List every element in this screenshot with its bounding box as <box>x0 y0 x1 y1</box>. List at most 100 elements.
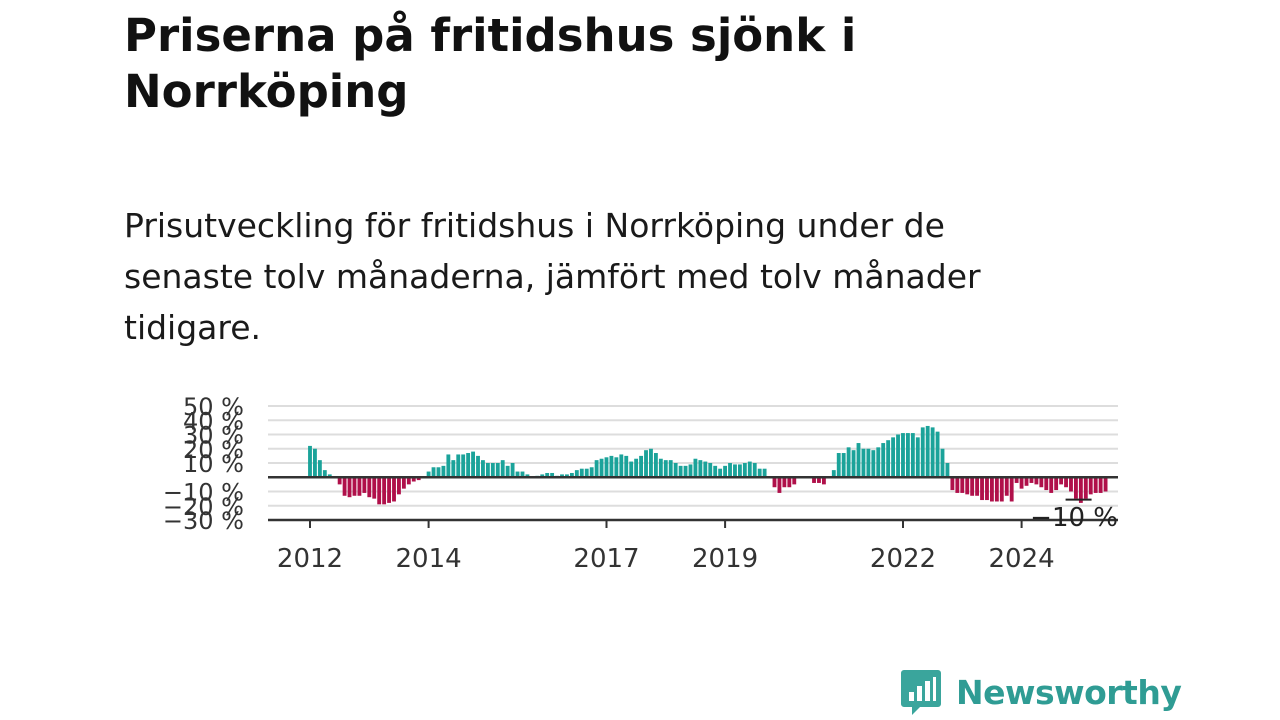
bar <box>970 477 975 496</box>
bar <box>545 472 550 478</box>
bar <box>446 454 451 478</box>
page-title: Priserna på fritidshus sjönk i Norrköpin… <box>124 9 857 118</box>
brand-name: Newsworthy <box>956 672 1182 712</box>
bar <box>619 454 624 478</box>
bar <box>980 477 984 501</box>
bar <box>614 457 619 478</box>
bar <box>441 465 446 478</box>
bar <box>1049 477 1054 493</box>
bar <box>910 433 915 478</box>
y-tick-label: 20 % <box>183 436 244 464</box>
bar <box>861 448 866 478</box>
bar <box>495 463 500 478</box>
bar <box>718 468 723 478</box>
bar <box>915 437 920 478</box>
axes <box>268 476 1118 528</box>
y-tick-label: −10 % <box>163 479 244 507</box>
bar <box>397 477 401 495</box>
bar <box>372 477 377 499</box>
bar <box>1004 477 1009 496</box>
bar <box>1093 477 1098 493</box>
bar <box>955 477 960 493</box>
bar <box>634 458 639 478</box>
bar <box>737 464 742 478</box>
bar <box>1044 477 1049 491</box>
bar <box>1083 477 1088 499</box>
bar <box>569 472 574 478</box>
bar <box>693 458 698 478</box>
bar <box>317 460 322 478</box>
bar <box>856 443 861 478</box>
bar <box>1029 477 1034 483</box>
bar <box>1009 477 1014 502</box>
bar <box>574 470 579 478</box>
chart-subtitle: Prisutveckling för fritidshus i Norrköpi… <box>124 206 981 347</box>
bar <box>1014 477 1019 483</box>
bar <box>668 460 673 478</box>
bar <box>401 477 406 489</box>
bar <box>1054 477 1059 491</box>
bar <box>975 477 980 496</box>
bar <box>777 477 782 493</box>
bar <box>347 477 352 498</box>
bar <box>342 477 347 496</box>
bar <box>683 465 688 478</box>
bar <box>481 460 485 478</box>
bar <box>787 477 792 488</box>
bar <box>520 471 525 478</box>
newsworthy-logo-icon <box>901 670 941 715</box>
bar <box>594 460 599 478</box>
bar <box>416 477 421 481</box>
bar <box>461 454 466 478</box>
bar <box>392 477 396 502</box>
bar <box>313 448 317 478</box>
bar <box>308 445 312 478</box>
bar <box>411 477 416 482</box>
bar <box>950 477 955 491</box>
bar <box>604 457 609 478</box>
bar <box>891 437 896 478</box>
bar <box>1024 477 1029 486</box>
x-tick-label: 2014 <box>396 544 462 574</box>
bar <box>357 477 362 496</box>
bar <box>935 431 940 478</box>
bar <box>965 477 970 495</box>
bar <box>327 474 332 478</box>
bar <box>377 477 382 505</box>
x-tick-label: 2012 <box>277 544 343 574</box>
bar <box>322 470 327 478</box>
bar <box>466 453 471 478</box>
bar <box>698 460 703 478</box>
bar <box>985 477 989 501</box>
bar <box>792 477 797 485</box>
y-tick-label: 10 % <box>183 450 244 478</box>
bar <box>436 467 441 478</box>
bar <box>352 477 357 496</box>
bar <box>866 448 871 478</box>
bar <box>757 468 762 478</box>
bar <box>905 433 910 478</box>
bar <box>629 461 634 478</box>
bar <box>387 477 391 503</box>
bar <box>406 477 411 485</box>
bars <box>308 425 1108 505</box>
bar <box>747 461 752 478</box>
bar <box>876 447 881 478</box>
y-tick-label: −20 % <box>163 493 244 521</box>
bar <box>639 455 643 478</box>
brand-footer: Newsworthy <box>900 668 1182 716</box>
bar <box>500 460 505 478</box>
bar <box>451 460 456 478</box>
bar <box>925 425 930 478</box>
bar <box>896 434 900 478</box>
bar <box>1069 477 1073 492</box>
bar <box>565 474 569 478</box>
x-tick-label: 2024 <box>989 544 1055 574</box>
bar <box>728 463 732 478</box>
bar-chart: −30 %−20 %−10 %10 %20 %30 %40 %50 %2012 2… <box>163 393 1118 574</box>
bar <box>337 477 342 485</box>
bar <box>678 465 683 478</box>
y-tick-label: 40 % <box>183 407 244 435</box>
bar <box>653 453 658 478</box>
bar <box>362 477 367 493</box>
